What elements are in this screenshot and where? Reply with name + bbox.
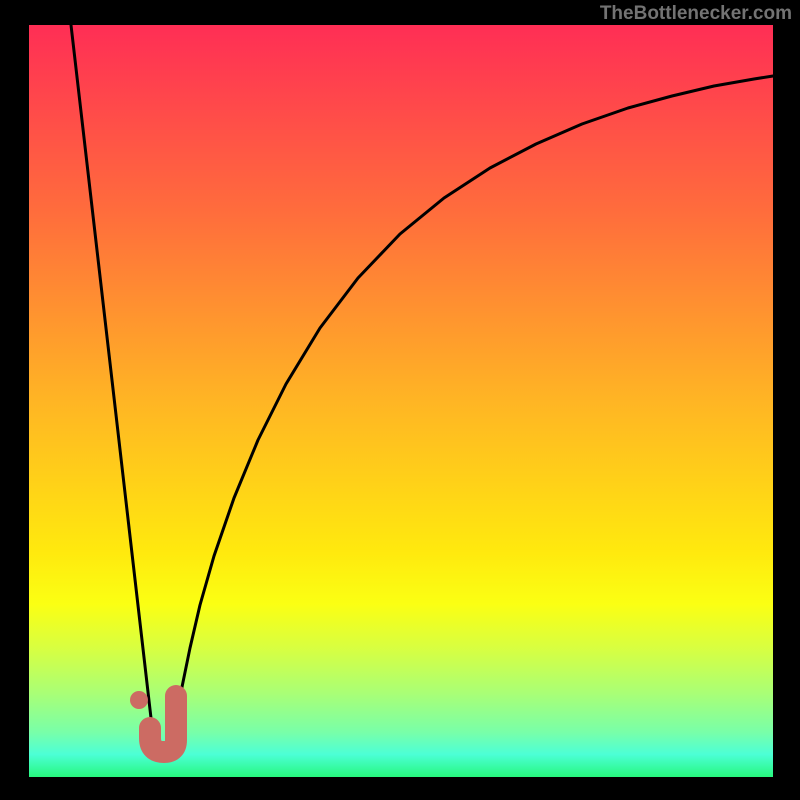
left-curve [71,25,154,744]
watermark-text: TheBottlenecker.com [600,3,792,25]
j-hook [150,696,176,752]
chart-container: TheBottlenecker.com [0,0,800,800]
j-dot [130,691,148,709]
right-curve [172,76,773,745]
curves-svg [0,0,800,800]
